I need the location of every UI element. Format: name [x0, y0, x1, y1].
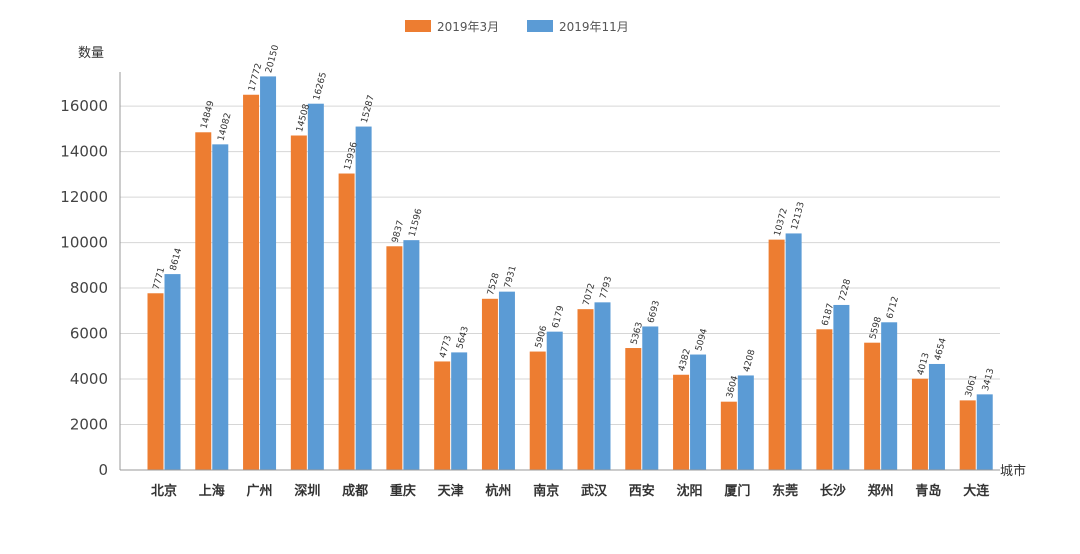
y-tick-label: 10000 — [60, 234, 108, 252]
legend-swatch-2019-11 — [527, 20, 553, 32]
bar — [195, 132, 212, 470]
bar — [529, 351, 546, 470]
bar — [338, 173, 355, 470]
x-tick-label: 厦门 — [724, 483, 750, 499]
x-tick-label: 北京 — [151, 483, 177, 499]
bar — [307, 103, 324, 470]
y-tick-label: 6000 — [70, 325, 108, 343]
x-tick-labels: 北京 上海 广州 深圳 成都 重庆 天津 杭州 南京 武汉 西安 沈阳 厦门 东莞 长沙 郑州 青岛 大连 — [151, 483, 990, 499]
x-tick-label: 南京 — [533, 483, 559, 499]
bar — [642, 326, 659, 470]
x-tick-label: 杭州 — [485, 483, 511, 499]
data-label: 20150 — [264, 44, 281, 75]
legend-label-2019-11: 2019年11月 — [559, 20, 629, 34]
bar — [546, 331, 563, 470]
x-tick-label: 西安 — [629, 483, 655, 499]
bar — [434, 361, 451, 470]
x-tick-label: 深圳 — [294, 483, 320, 499]
bar — [451, 352, 468, 470]
x-tick-label: 大连 — [963, 483, 990, 499]
bar — [881, 322, 898, 470]
bar — [768, 239, 785, 470]
data-label: 15287 — [360, 94, 377, 124]
bar — [690, 354, 707, 470]
x-tick-label: 沈阳 — [677, 483, 703, 499]
data-label: 16265 — [312, 71, 329, 101]
bar — [864, 342, 881, 470]
bar — [355, 126, 372, 470]
bar — [911, 378, 928, 470]
y-tick-label: 0 — [98, 461, 108, 479]
data-label: 6693 — [647, 300, 663, 325]
bar — [243, 94, 260, 470]
x-tick-label: 武汉 — [581, 483, 608, 499]
y-tick-label: 4000 — [70, 370, 108, 388]
x-tick-label: 上海 — [199, 483, 225, 499]
bar — [720, 401, 737, 470]
x-tick-label: 青岛 — [915, 483, 941, 499]
bar — [594, 302, 611, 470]
x-tick-label: 长沙 — [820, 483, 846, 499]
bar — [147, 293, 164, 470]
x-tick-label: 郑州 — [868, 483, 894, 499]
x-tick-label: 广州 — [247, 483, 273, 499]
bar — [260, 76, 277, 471]
bar — [212, 144, 229, 470]
data-label: 5094 — [694, 327, 710, 352]
data-label: 7228 — [838, 278, 854, 303]
bar — [976, 394, 993, 470]
y-tick-label: 14000 — [60, 143, 108, 161]
data-label: 4654 — [933, 337, 949, 362]
y-tick-label: 2000 — [70, 416, 108, 434]
bar — [386, 246, 403, 470]
y-tick-labels: 0 2000 4000 6000 8000 10000 12000 14000 16000 — [60, 97, 108, 479]
legend-label-2019-03: 2019年3月 — [437, 20, 499, 34]
bar — [164, 274, 181, 470]
bar — [928, 363, 945, 470]
bar — [577, 309, 594, 470]
bar — [403, 240, 420, 470]
bar — [481, 298, 498, 470]
bar — [737, 375, 754, 470]
bar — [816, 329, 833, 470]
bar — [625, 348, 642, 470]
data-label: 6712 — [885, 295, 901, 320]
x-tick-label: 成都 — [342, 483, 368, 499]
data-label: 4208 — [742, 348, 758, 373]
bar — [673, 374, 690, 470]
data-label: 6179 — [551, 304, 567, 329]
x-tick-label: 东莞 — [772, 483, 798, 499]
data-label: 7931 — [503, 265, 519, 290]
y-tick-label: 12000 — [60, 188, 108, 206]
y-axis-label: 数量 — [78, 46, 104, 61]
data-label: 14082 — [217, 112, 234, 142]
x-tick-label: 天津 — [438, 483, 464, 499]
data-label: 14849 — [200, 100, 217, 131]
bar — [959, 400, 976, 470]
bar — [290, 135, 307, 471]
data-label: 10372 — [773, 207, 790, 237]
data-label: 3413 — [981, 367, 997, 392]
data-label: 8614 — [169, 247, 185, 272]
bar — [785, 233, 802, 470]
x-axis-label: 城市 — [1000, 463, 1026, 479]
data-label: 11596 — [408, 207, 425, 238]
x-tick-label: 重庆 — [390, 483, 416, 499]
legend-swatch-2019-03 — [405, 20, 431, 32]
data-label: 12133 — [790, 201, 807, 231]
bars — [147, 76, 993, 471]
legend: 2019年3月 2019年11月 — [405, 20, 629, 34]
y-tick-label: 16000 — [60, 97, 108, 115]
bar — [833, 304, 850, 470]
data-label: 5643 — [455, 325, 471, 350]
y-tick-label: 8000 — [70, 279, 108, 297]
bar — [498, 291, 515, 470]
